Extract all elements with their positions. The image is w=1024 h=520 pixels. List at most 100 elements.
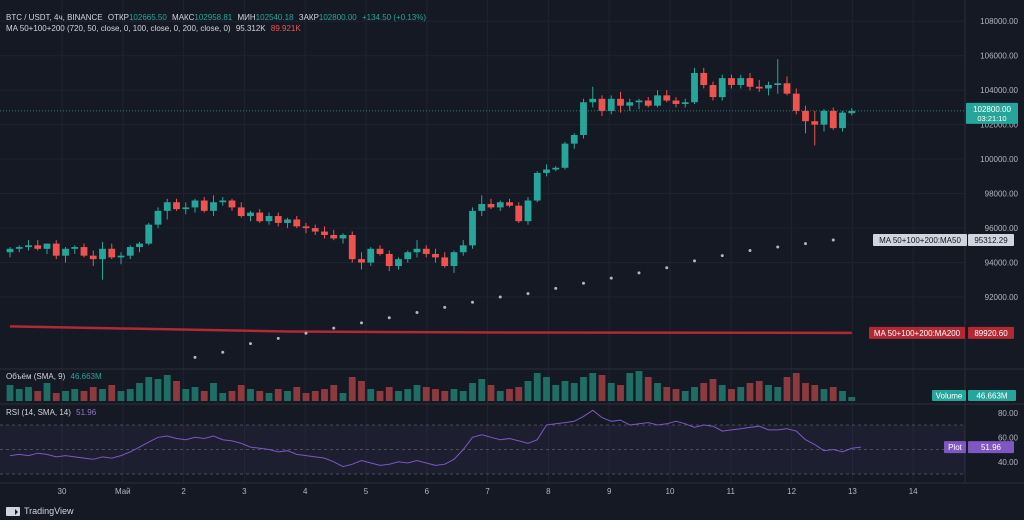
- volume-bar: [367, 389, 375, 401]
- volume-bar: [321, 389, 328, 401]
- volume-bar: [626, 373, 634, 401]
- volume-bar: [284, 391, 291, 401]
- current-price-badge-bg: [966, 102, 1018, 124]
- rsi-badge-value: 51.96: [981, 443, 1002, 452]
- candle-body: [71, 247, 79, 249]
- candle-body: [626, 102, 634, 106]
- volume-bar: [376, 391, 384, 401]
- candle-body: [404, 252, 412, 260]
- volume-bar: [237, 385, 245, 401]
- volume-bar: [617, 385, 624, 401]
- volume-bar: [663, 387, 671, 401]
- ma50-dot: [720, 254, 724, 258]
- time-tick-label: 30: [58, 487, 67, 496]
- candle-body: [533, 172, 541, 201]
- volume-bar: [820, 389, 828, 401]
- volume-bar: [811, 385, 819, 401]
- rsi-line: [9, 409, 862, 468]
- ma50-dot: [332, 326, 336, 330]
- ma50-dot: [554, 286, 558, 290]
- candle-body: [478, 203, 486, 211]
- volume-legend[interactable]: Объём (SMA, 9) 46.663M: [6, 372, 105, 381]
- candle-body: [376, 248, 384, 254]
- volume-bar: [848, 397, 856, 401]
- candle-body: [385, 253, 393, 267]
- candle-body: [25, 245, 32, 248]
- volume-badge-value-bg: [968, 390, 1016, 401]
- symbol-title[interactable]: BTC / USDT, 4ч, BINANCE: [6, 13, 103, 22]
- candle-body: [34, 245, 42, 249]
- time-tick-label: 7: [485, 487, 490, 496]
- candle-body: [783, 83, 791, 94]
- candle-body: [413, 248, 421, 253]
- candle-body: [839, 112, 846, 129]
- volume-bar: [774, 387, 782, 401]
- open-value: 102665.50: [128, 13, 167, 22]
- candle-body: [89, 255, 97, 260]
- volume-bar: [210, 383, 217, 401]
- ma50-dot: [387, 316, 391, 320]
- ma200-line: [9, 325, 852, 335]
- high-label: МАКС: [172, 13, 195, 22]
- volume-bar: [219, 393, 227, 401]
- candle-body: [311, 228, 319, 232]
- candle-body: [62, 248, 69, 256]
- volume-bar: [117, 391, 125, 401]
- volume-bar: [432, 389, 439, 401]
- volume-bar: [524, 381, 532, 401]
- candle-body: [302, 226, 310, 229]
- candle-body: [432, 253, 439, 258]
- countdown-badge: 03:21:10: [977, 114, 1006, 123]
- low-value: 102540.18: [255, 13, 294, 22]
- volume-bar: [89, 387, 97, 401]
- volume-bar: [52, 393, 60, 401]
- volume-bar: [607, 383, 615, 401]
- volume-bar: [635, 371, 643, 401]
- ma200-badge-value-bg: [968, 326, 1014, 339]
- candle-body: [80, 247, 88, 256]
- volume-bar: [802, 383, 809, 401]
- ma-legend[interactable]: MA 50+100+200 (720, 50, close, 0, 100, c…: [6, 24, 304, 33]
- ma50-dot: [609, 276, 613, 280]
- volume-bar: [755, 381, 763, 401]
- candle-body: [367, 248, 375, 263]
- candle-body: [108, 248, 116, 258]
- price-tick-label: 100000.00: [980, 155, 1018, 164]
- ma50-dot: [304, 331, 308, 335]
- volume-badge-value: 46.663M: [976, 392, 1007, 401]
- volume-bar: [783, 377, 791, 401]
- volume-bar: [487, 385, 495, 401]
- candle-body: [755, 86, 763, 89]
- candle-body: [145, 224, 153, 244]
- price-tick-label: 94000.00: [985, 259, 1019, 268]
- candle-body: [191, 200, 199, 208]
- ma50-dot: [221, 350, 225, 354]
- volume-bar: [506, 389, 513, 401]
- ma50-dot: [471, 300, 474, 304]
- candle-body: [820, 110, 828, 125]
- volume-bar: [644, 377, 652, 401]
- candle-body: [422, 248, 430, 254]
- volume-bar: [293, 387, 301, 401]
- volume-bar: [598, 375, 606, 401]
- candle-body: [728, 78, 735, 86]
- candle-body: [552, 167, 560, 170]
- candle-body: [570, 135, 578, 144]
- ma200-badge-label-bg: [869, 326, 965, 339]
- volume-bar: [191, 387, 199, 401]
- ma50-dot: [831, 238, 835, 242]
- volume-bar: [358, 381, 365, 401]
- candle-body: [681, 102, 689, 104]
- close-value: 102800.00: [318, 13, 357, 22]
- rsi-legend[interactable]: RSI (14, SMA, 14) 51.96: [6, 408, 99, 417]
- volume-bar: [450, 389, 458, 401]
- open-label: ОТКР: [107, 13, 129, 22]
- candle-body: [654, 95, 661, 106]
- volume-bar: [496, 391, 504, 401]
- volume-bar: [62, 391, 69, 401]
- high-value: 102958.81: [194, 13, 233, 22]
- tradingview-branding[interactable]: TradingView: [6, 506, 74, 516]
- volume-bar: [469, 383, 476, 401]
